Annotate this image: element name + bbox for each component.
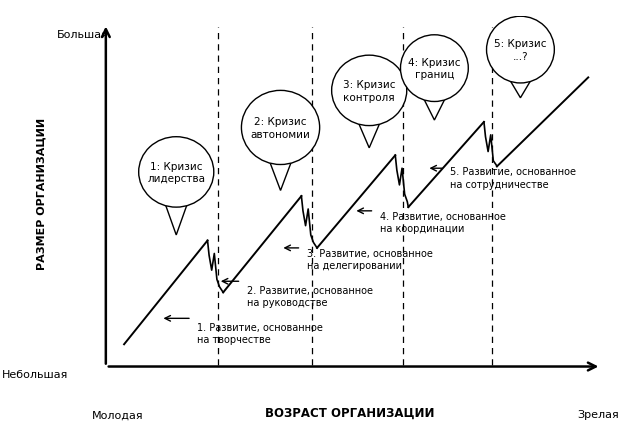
Text: Большая: Большая xyxy=(57,30,109,40)
Ellipse shape xyxy=(242,91,320,165)
Polygon shape xyxy=(165,203,188,235)
Text: 1. Развитие, основанное
на творчестве: 1. Развитие, основанное на творчестве xyxy=(197,322,323,344)
Text: 1: Кризис
лидерства: 1: Кризис лидерства xyxy=(148,161,205,184)
Ellipse shape xyxy=(139,138,214,208)
Text: 4. Развитие, основанное
на координации: 4. Развитие, основанное на координации xyxy=(380,211,506,233)
Polygon shape xyxy=(357,122,381,148)
Text: ВОЗРАСТ ОРГАНИЗАЦИИ: ВОЗРАСТ ОРГАНИЗАЦИИ xyxy=(265,406,434,419)
Text: 2: Кризис
автономии: 2: Кризис автономии xyxy=(251,117,310,139)
Text: Молодая: Молодая xyxy=(92,409,144,419)
Text: 5. Развитие, основанное
на сотрудничестве: 5. Развитие, основанное на сотрудничеств… xyxy=(450,167,576,189)
Text: 3. Развитие, основанное
на делегировании: 3. Развитие, основанное на делегировании xyxy=(307,248,432,270)
Text: 4: Кризис
границ: 4: Кризис границ xyxy=(408,58,460,80)
Text: Небольшая: Небольшая xyxy=(2,369,68,379)
Ellipse shape xyxy=(487,17,555,84)
Ellipse shape xyxy=(401,36,468,102)
Polygon shape xyxy=(269,161,292,191)
Polygon shape xyxy=(423,98,446,121)
Text: 2. Развитие, основанное
на руководстве: 2. Развитие, основанное на руководстве xyxy=(247,285,373,307)
Text: 5: Кризис
...?: 5: Кризис ...? xyxy=(494,39,547,61)
Polygon shape xyxy=(509,79,532,98)
Text: Зрелая: Зрелая xyxy=(577,409,619,419)
Text: 3: Кризис
контроля: 3: Кризис контроля xyxy=(343,80,396,102)
Text: РАЗМЕР ОРГАНИЗАЦИИ: РАЗМЕР ОРГАНИЗАЦИИ xyxy=(36,118,46,269)
Ellipse shape xyxy=(331,56,407,126)
